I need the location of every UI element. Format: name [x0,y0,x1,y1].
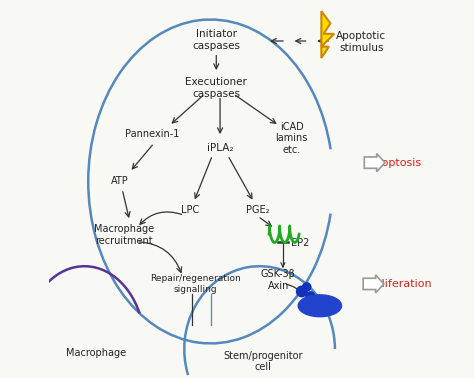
Text: Initiator
caspases: Initiator caspases [192,29,240,51]
Polygon shape [321,11,334,58]
Text: GSK-3β
Axin: GSK-3β Axin [261,270,296,291]
FancyArrow shape [363,275,384,293]
Text: iPLA₂: iPLA₂ [207,143,233,153]
Text: PGE₂: PGE₂ [246,205,269,215]
Circle shape [302,283,311,291]
Text: Macrophage: Macrophage [66,348,126,358]
Text: Executioner
caspases: Executioner caspases [185,77,247,99]
Text: Apoptosis: Apoptosis [368,158,422,167]
FancyArrow shape [365,153,385,172]
Text: Stem/progenitor
cell: Stem/progenitor cell [224,351,303,372]
Circle shape [297,286,307,297]
Text: ATP: ATP [111,177,129,186]
Text: $\beta$-catenin: $\beta$-catenin [301,299,338,312]
Ellipse shape [298,295,341,317]
Text: iCAD
lamins
etc.: iCAD lamins etc. [275,122,308,155]
Text: LPC: LPC [181,205,199,215]
Text: Apoptotic
stimulus: Apoptotic stimulus [336,31,386,53]
Circle shape [306,292,315,301]
Text: EP2: EP2 [291,238,310,248]
Text: Pannexin-1: Pannexin-1 [125,129,180,139]
Text: Repair/regeneration
signalling: Repair/regeneration signalling [150,274,241,294]
Text: Proliferation: Proliferation [365,279,433,289]
Text: Macrophage
recruitment: Macrophage recruitment [94,224,154,246]
